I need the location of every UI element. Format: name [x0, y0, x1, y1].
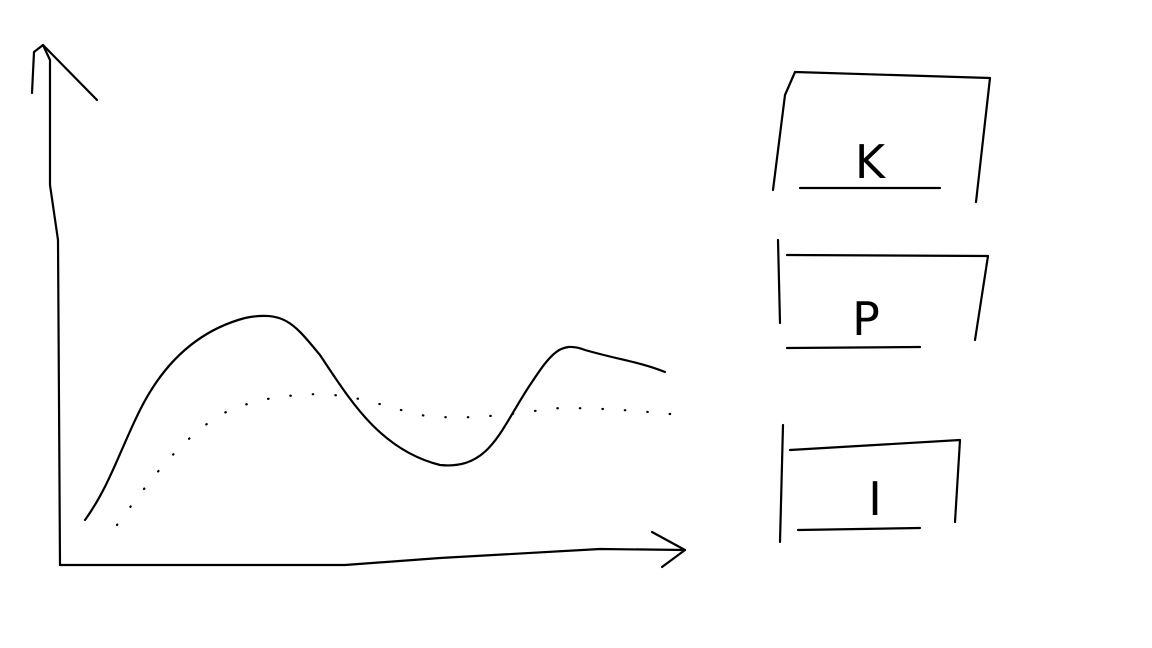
- i-button[interactable]: I: [778, 423, 962, 544]
- button-label[interactable]: K: [855, 135, 887, 189]
- y-axis-arrow: [41, 43, 99, 102]
- x-axis: [58, 547, 687, 567]
- k-button[interactable]: K: [771, 70, 992, 204]
- y-axis: [30, 43, 62, 567]
- x-axis-arrow: [650, 530, 687, 569]
- button-label[interactable]: P: [852, 292, 880, 346]
- button-frame: [776, 238, 990, 342]
- plot-sketch: [30, 43, 687, 569]
- button-underline: [785, 345, 922, 350]
- button-underline: [796, 526, 922, 532]
- p-button[interactable]: P: [776, 238, 990, 350]
- button-label[interactable]: I: [868, 472, 882, 526]
- setpoint-curve: [115, 392, 682, 527]
- button-frame: [771, 70, 992, 204]
- button-frame: [778, 423, 962, 544]
- response-curve: [83, 314, 667, 522]
